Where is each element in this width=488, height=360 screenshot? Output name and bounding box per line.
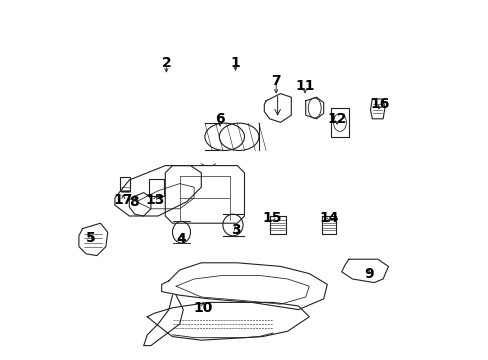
Text: 9: 9 (363, 267, 373, 280)
Text: 6: 6 (215, 112, 224, 126)
Text: 8: 8 (129, 195, 139, 208)
Text: 7: 7 (271, 74, 281, 88)
Text: 11: 11 (295, 80, 314, 93)
Text: 16: 16 (370, 98, 389, 111)
Text: 3: 3 (231, 224, 241, 237)
Text: 10: 10 (193, 301, 212, 315)
Text: 12: 12 (326, 112, 346, 126)
Text: 17: 17 (113, 193, 133, 207)
Text: 2: 2 (161, 56, 171, 70)
Text: 13: 13 (145, 193, 164, 207)
Text: 15: 15 (262, 211, 282, 225)
Text: 14: 14 (319, 211, 338, 225)
Text: 5: 5 (85, 231, 95, 244)
Text: 4: 4 (176, 233, 186, 246)
Text: 1: 1 (230, 56, 240, 70)
